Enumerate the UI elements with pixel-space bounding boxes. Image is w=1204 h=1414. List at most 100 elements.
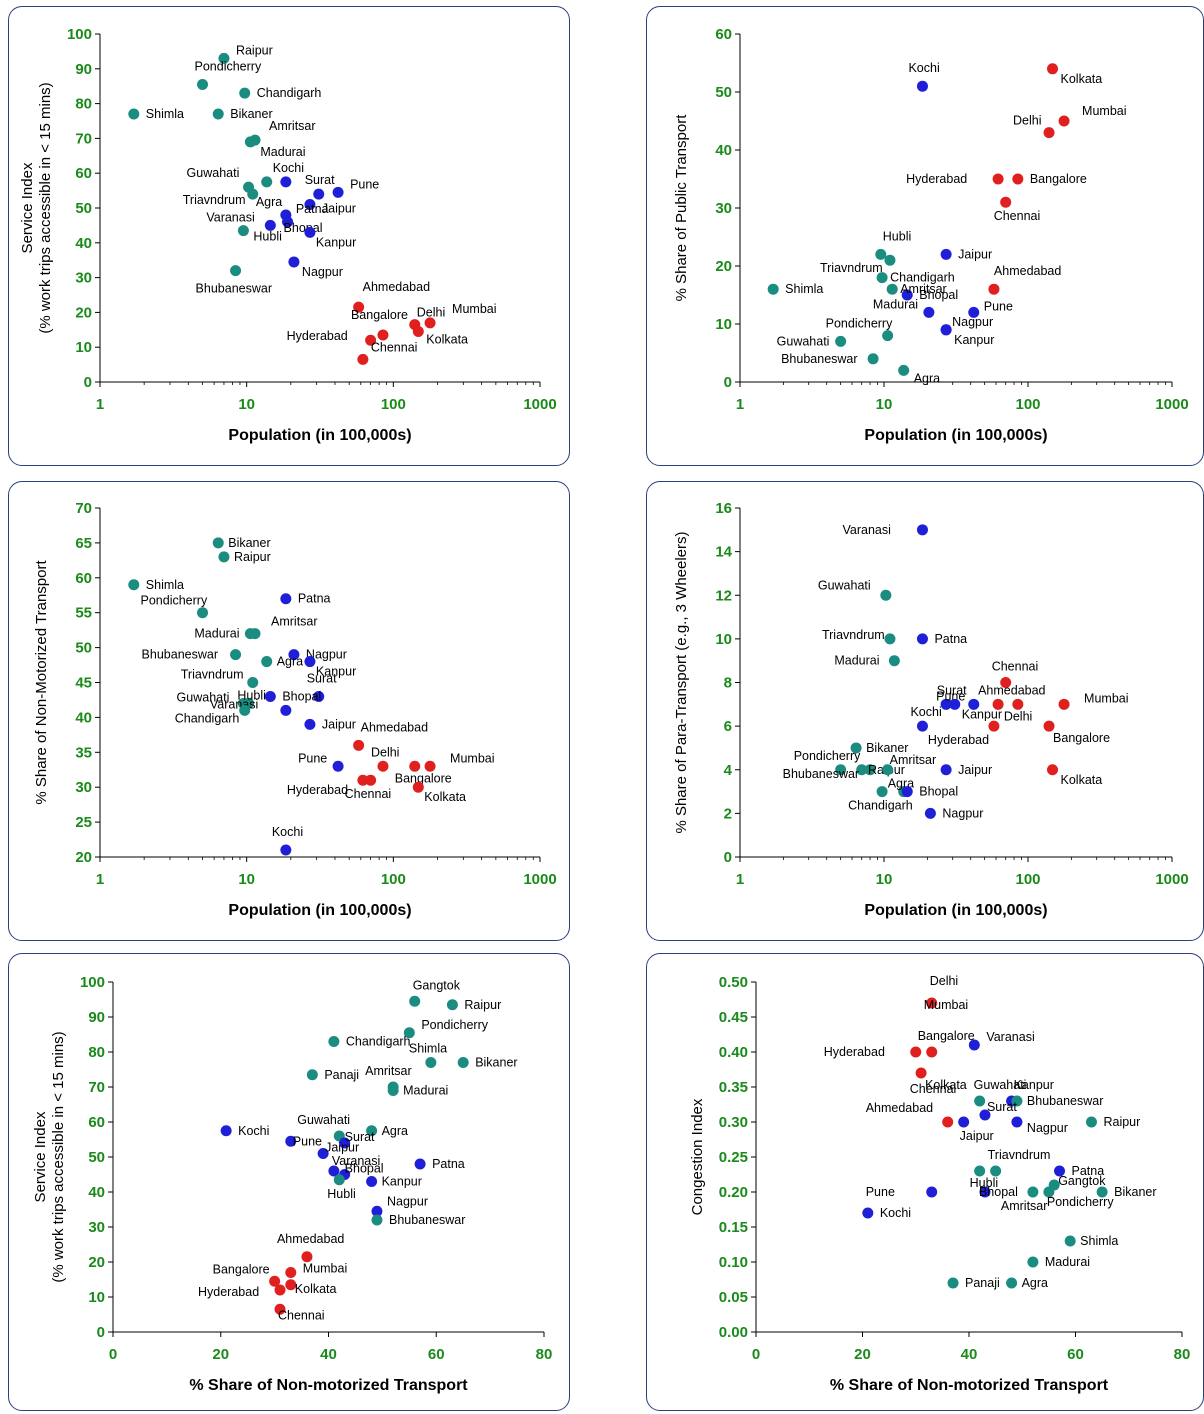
point-hubli [237, 225, 249, 237]
point-panaji [306, 1069, 318, 1081]
y-tick-label: 60 [88, 1114, 105, 1131]
point-panaji [947, 1277, 959, 1289]
point-ahmedabad [992, 698, 1004, 710]
point-label: Kochi [238, 1124, 269, 1138]
point-label: Bhubaneswar [142, 648, 218, 662]
point-label: Madurai [260, 145, 305, 159]
y-tick-label: 90 [75, 61, 92, 78]
point-label: Mumbai [450, 751, 494, 765]
point-label: Hyderabad [824, 1045, 885, 1059]
point-triavndrum [247, 188, 259, 200]
point-kolkata [412, 781, 424, 793]
x-tick-label: 60 [428, 1346, 445, 1363]
point-raipur [446, 999, 458, 1011]
point-bangalore [1043, 720, 1055, 732]
point-label: Madurai [834, 654, 879, 668]
point-hyderabad [274, 1284, 286, 1296]
point-chandigarh [876, 786, 888, 798]
point-label: Kolkata [424, 790, 466, 804]
point-raipur [1085, 1116, 1097, 1128]
point-label: Raipur [1103, 1115, 1140, 1129]
point-guwahati [974, 1095, 986, 1107]
y-tick-label: 10 [715, 316, 732, 333]
point-label: Kochi [880, 1206, 911, 1220]
point-label: Kolkata [925, 1078, 967, 1092]
point-label: Pune [293, 1134, 322, 1148]
y-axis-label: % Share of Non-Motorized Transport [33, 560, 50, 805]
y-tick-label: 10 [88, 1289, 105, 1306]
y-tick-label: 100 [67, 26, 92, 43]
y-tick-label: 40 [88, 1184, 105, 1201]
point-bhopal [979, 1186, 991, 1198]
point-label: Kanpur [316, 235, 356, 249]
x-tick-label: 1000 [1155, 396, 1188, 413]
point-surat [949, 698, 961, 710]
point-label: Panaji [965, 1276, 1000, 1290]
point-label: Nagpur [942, 806, 983, 820]
point-label: Chennai [910, 1082, 957, 1096]
point-mumbai [424, 317, 436, 329]
point-hubli [333, 1174, 345, 1186]
point-label: Bikaner [475, 1056, 517, 1070]
point-label: Patna [934, 632, 967, 646]
point-label: Bikaner [230, 107, 272, 121]
y-tick-label: 12 [715, 587, 732, 604]
point-label: Amritsar [271, 615, 318, 629]
point-label: Jaipur [322, 202, 356, 216]
point-amritsar [882, 764, 894, 776]
chart-2: 0 10 20 30 40 50 60 1 10 100 1000 Population (in 10… [673, 26, 1189, 444]
point-agra [366, 1125, 378, 1137]
point-bhopal [901, 786, 913, 798]
point-surat [313, 690, 325, 702]
point-bhubaneswar [230, 649, 242, 661]
point-kolkata [1047, 764, 1059, 776]
point-label: Kanpur [962, 707, 1002, 721]
chart-panel-5 [8, 953, 570, 1411]
point-label: Pondicherry [421, 1018, 488, 1032]
y-tick-label: 20 [715, 258, 732, 275]
point-shimla [425, 1057, 437, 1068]
point-chennai [1000, 196, 1012, 208]
point-label: Hyderabad [287, 783, 348, 797]
point-label: Amritsar [890, 753, 937, 767]
point-label: Mumbai [303, 1262, 347, 1276]
y-tick-label: 0.50 [719, 974, 748, 991]
y-tick-label: 60 [75, 570, 92, 587]
x-axis-label: % Share of Non-motorized Transport [189, 1377, 468, 1394]
point-label: Bhubaneswar [781, 352, 857, 366]
point-label: Kochi [272, 825, 303, 839]
point-bikaner [850, 742, 862, 754]
point-label: Pune [984, 299, 1013, 313]
point-raipur [218, 52, 230, 64]
point-label: Hyderabad [906, 172, 967, 186]
point-varanasi [328, 1165, 340, 1177]
y-tick-label: 8 [724, 675, 732, 692]
y-tick-label: 0.40 [719, 1044, 748, 1061]
point-label: Triavndrum [181, 668, 244, 682]
point-label: Agra [1022, 1276, 1048, 1290]
x-tick-label: 1 [96, 871, 104, 888]
point-bhubaneswar [835, 764, 847, 776]
y-axis-label: % Share of Para-Transport (e.g., 3 Wheel… [673, 531, 690, 833]
y-tick-label: 55 [75, 605, 92, 622]
point-label: Shimla [1080, 1234, 1118, 1248]
point-label: Bhopal [919, 785, 958, 799]
point-pune [940, 698, 952, 710]
point-nagpur [288, 649, 300, 661]
point-delhi [377, 760, 389, 772]
y-axis-label: Service Index [32, 1111, 49, 1202]
point-label: Bikaner [1114, 1185, 1156, 1199]
point-shimla [1064, 1235, 1076, 1247]
point-agra [280, 176, 292, 188]
point-label: Kochi [910, 705, 941, 719]
point-kolkata [285, 1279, 297, 1291]
point-chandigarh [876, 272, 888, 284]
point-label: Ahmedabad [994, 264, 1061, 278]
x-tick-label: 1 [96, 396, 104, 413]
y-tick-label: 30 [88, 1219, 105, 1236]
point-kanpur [366, 1176, 378, 1187]
point-label: Bhopal [345, 1162, 384, 1176]
point-pune [332, 760, 344, 772]
y-tick-label: 30 [715, 200, 732, 217]
